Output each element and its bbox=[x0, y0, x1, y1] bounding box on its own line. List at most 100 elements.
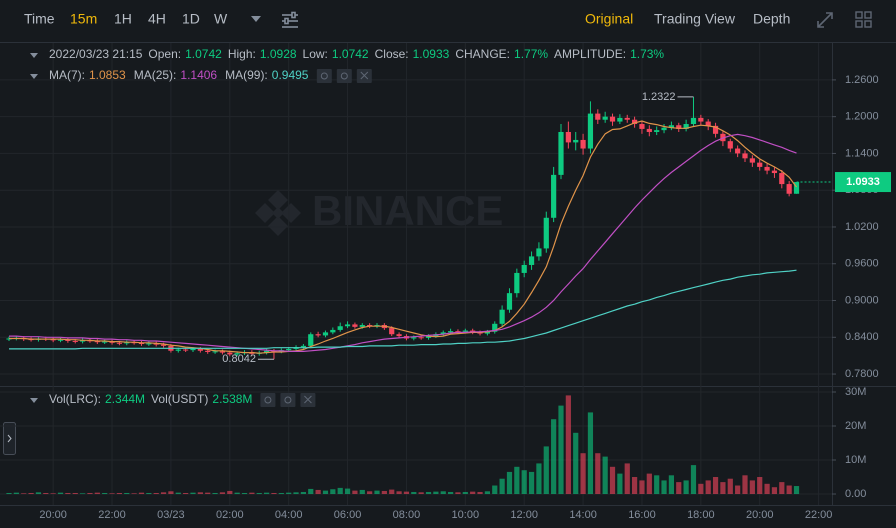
watermark: BINANCE bbox=[312, 187, 503, 234]
interval-dropdown[interactable] bbox=[251, 16, 261, 22]
candle-body bbox=[484, 331, 490, 334]
ma-legend: MA(7): 1.0853 MA(25): 1.1406 MA(99): 0.9495 bbox=[49, 68, 309, 82]
info-label: AMPLITUDE: bbox=[554, 47, 626, 61]
candle-body bbox=[352, 324, 358, 327]
candle-body bbox=[735, 148, 741, 154]
settings-icon[interactable] bbox=[282, 11, 298, 28]
volume-bar bbox=[330, 489, 336, 495]
view-tab[interactable]: Depth bbox=[753, 11, 790, 27]
legend-settings-button[interactable] bbox=[280, 393, 296, 407]
candle-body bbox=[632, 119, 638, 125]
datetime: 2022/03/23 21:15 bbox=[49, 47, 143, 61]
icon-glyph bbox=[340, 72, 348, 80]
volume-bar bbox=[470, 491, 476, 495]
volume-legend-value: 2.538M bbox=[212, 392, 252, 406]
candle-body bbox=[102, 341, 108, 343]
legend-eye-button[interactable] bbox=[260, 393, 276, 407]
candle-body bbox=[771, 170, 778, 174]
candle-body bbox=[57, 339, 64, 341]
volume-bar bbox=[6, 492, 12, 495]
candle-body bbox=[573, 139, 579, 143]
interval-tab[interactable]: 1H bbox=[114, 11, 132, 27]
candle-body bbox=[499, 309, 505, 324]
candle-body bbox=[543, 217, 549, 249]
interval-tab: Time bbox=[24, 11, 55, 27]
volume-bar bbox=[440, 491, 446, 495]
volume-bar bbox=[109, 493, 115, 495]
volume-legend-value: 2.344M bbox=[105, 392, 145, 406]
ma-value: 1.0853 bbox=[89, 68, 126, 82]
candle-body bbox=[50, 339, 56, 341]
candle-body bbox=[786, 184, 792, 194]
expand-panel-button[interactable] bbox=[3, 422, 16, 455]
legend-settings-button[interactable] bbox=[336, 69, 352, 83]
candle-body bbox=[455, 331, 461, 333]
ma-collapse[interactable] bbox=[30, 74, 38, 79]
volume-bar bbox=[65, 492, 71, 495]
info-collapse[interactable] bbox=[30, 53, 38, 58]
volume-bar bbox=[528, 471, 535, 495]
ma-name: MA(25): bbox=[134, 68, 177, 82]
info-label: High: bbox=[228, 47, 256, 61]
volume-bar bbox=[779, 482, 785, 495]
volume-bar bbox=[234, 492, 240, 495]
volume-bar bbox=[683, 480, 689, 495]
volume-bar bbox=[661, 480, 667, 495]
x-tick-label: 22:00 bbox=[98, 509, 126, 521]
grid-layout-icon[interactable] bbox=[855, 11, 872, 28]
volume-bar bbox=[632, 477, 638, 495]
volume-bar bbox=[727, 478, 733, 495]
volume-bar bbox=[705, 480, 711, 495]
volume-bar bbox=[617, 473, 623, 495]
volume-bar bbox=[698, 483, 704, 495]
x-tick-label: 18:00 bbox=[687, 509, 715, 521]
y-tick-label: 0.9600 bbox=[845, 258, 879, 270]
candle-body bbox=[396, 334, 402, 337]
icon-box bbox=[280, 393, 296, 407]
volume-bar bbox=[28, 492, 34, 495]
interval-tab[interactable]: 4H bbox=[148, 11, 166, 27]
ma-value: 1.1406 bbox=[180, 68, 217, 82]
volume-collapse[interactable] bbox=[30, 398, 38, 403]
price-tag bbox=[835, 172, 891, 193]
interval-tab[interactable]: W bbox=[214, 11, 228, 27]
candle-body bbox=[698, 117, 704, 122]
candle-body bbox=[440, 332, 446, 335]
volume-bar bbox=[300, 491, 306, 495]
candle-body bbox=[344, 324, 351, 327]
volume-bar bbox=[389, 489, 395, 495]
volume-bar bbox=[264, 492, 270, 495]
legend-close-button[interactable] bbox=[300, 393, 316, 407]
interval-tab[interactable]: 1D bbox=[182, 11, 200, 27]
volume-bar bbox=[146, 492, 152, 495]
candle-body bbox=[65, 339, 71, 341]
legend-eye-button[interactable] bbox=[316, 69, 332, 83]
volume-bar bbox=[735, 485, 741, 495]
legend-close-button[interactable] bbox=[356, 69, 372, 83]
info-label: CHANGE: bbox=[455, 47, 510, 61]
volume-bar bbox=[499, 478, 505, 495]
volume-bar bbox=[256, 492, 262, 495]
icon-box bbox=[316, 69, 332, 83]
candle-body bbox=[462, 330, 468, 332]
candle-body bbox=[234, 353, 240, 355]
volume-bar bbox=[322, 490, 329, 495]
volume-bar bbox=[124, 492, 130, 495]
candle-body bbox=[286, 348, 292, 351]
candle-body bbox=[227, 352, 233, 355]
view-tab[interactable]: Original bbox=[585, 11, 633, 27]
view-tab[interactable]: Trading View bbox=[654, 11, 736, 27]
volume-bar bbox=[624, 463, 630, 495]
candle-body bbox=[205, 350, 211, 352]
fullscreen-icon[interactable] bbox=[817, 12, 833, 28]
volume-bar bbox=[602, 456, 608, 495]
interval-tab[interactable]: 15m bbox=[70, 11, 97, 27]
ma-line bbox=[9, 120, 797, 354]
volume-bar bbox=[35, 492, 42, 495]
x-tick-label: 12:00 bbox=[510, 509, 538, 521]
volume-bar bbox=[249, 492, 255, 495]
y-tick-label: 1.2600 bbox=[845, 74, 879, 86]
volume-bar bbox=[646, 473, 652, 495]
